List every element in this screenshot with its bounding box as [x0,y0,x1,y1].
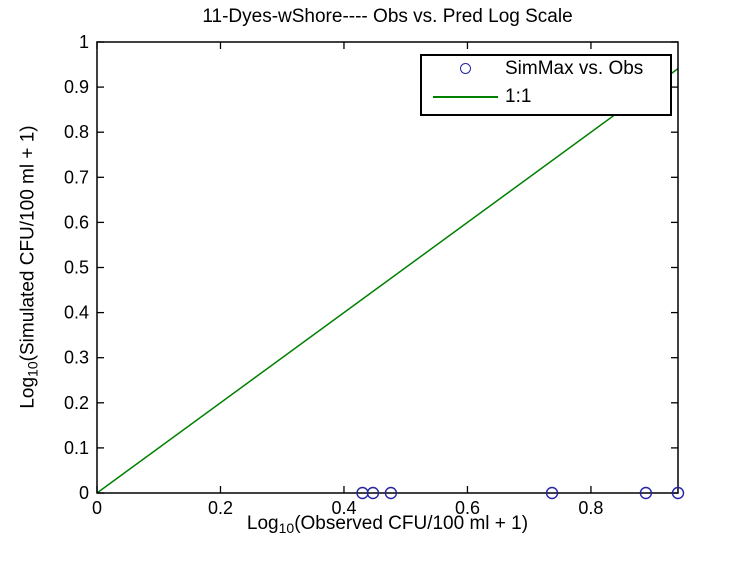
legend-box: SimMax vs. Obs 1:1 [420,54,672,116]
scatter-point [384,486,398,500]
legend-entry-simmax-label: SimMax vs. Obs [505,58,644,79]
scatter-point [639,486,653,500]
y-axis-label-prefix: Log [17,376,39,409]
x-axis-label: Log10(Observed CFU/100 ml + 1) [97,512,678,540]
x-tick-label: 0.4 [331,498,356,518]
y-tick-label: 0.8 [64,122,89,142]
x-tick-label: 0.8 [578,498,603,518]
y-tick-label: 0.4 [64,303,89,323]
line-series [96,68,679,494]
x-axis-label-prefix: Log [246,513,279,534]
y-tick-label: 1 [79,32,89,52]
x-axis-label-subscript: 10 [278,520,295,536]
legend-line-sample-icon [433,96,498,98]
scatter-point [545,486,559,500]
y-tick-label: 0.6 [64,212,89,232]
scatter-point [366,486,380,500]
y-tick-label: 0.3 [64,348,89,368]
y-tick-label: 0.1 [64,438,89,458]
y-tick-label: 0.2 [64,393,89,413]
y-tick-label: 0 [79,483,89,503]
y-tick-label: 0.7 [64,167,89,187]
y-axis-label-subscript: 10 [24,361,41,377]
y-tick-label: 0.5 [64,258,89,278]
y-tick-label: 0.9 [64,77,89,97]
x-axis-label-rest: (Observed CFU/100 ml + 1) [294,513,529,534]
legend-scatter-marker-icon [460,63,471,74]
legend-entry-oneone-label: 1:1 [505,86,532,107]
x-tick-label: 0.6 [455,498,480,518]
y-axis-label-rest: (Simulated CFU/100 ml + 1) [17,125,39,362]
y-axis-label: Log10(Simulated CFU/100 ml + 1) [17,42,41,493]
scatter-point [671,486,685,500]
x-tick-label: 0 [92,498,102,518]
x-tick-label: 0.2 [208,498,233,518]
chart-title: 11-Dyes-wShore---- Obs vs. Pred Log Scal… [202,6,573,27]
